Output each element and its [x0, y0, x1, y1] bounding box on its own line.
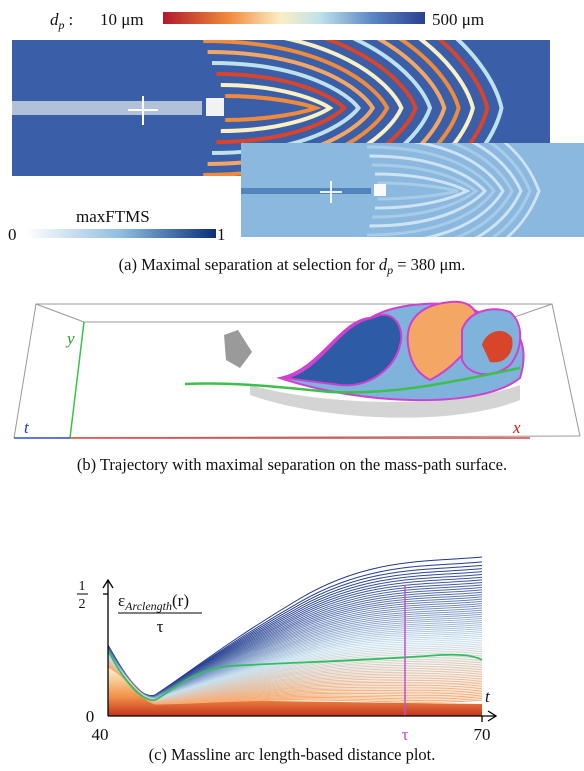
- colorbar-label: dp:: [50, 10, 73, 32]
- figure: dp: 10 μm 500 μm maxFTMS 0 1 (a) Maximal…: [0, 0, 584, 771]
- x-axis-label: t: [485, 687, 491, 706]
- inset-colorbar-min: 0: [8, 225, 17, 244]
- inset-colorbar: [26, 229, 216, 238]
- mass-path-surface: [185, 302, 524, 418]
- x-tick-left: 40: [92, 725, 109, 744]
- inset-colorbar-label: maxFTMS: [76, 207, 150, 226]
- marker-label: τ: [402, 725, 409, 744]
- inset-obstacle: [374, 184, 386, 196]
- y-tick-bottom: 0: [86, 707, 95, 726]
- caption-a: (a) Maximal separation at selection for …: [119, 255, 466, 277]
- y-label: εArclength(r): [118, 591, 189, 613]
- colorbar-min: 10 μm: [100, 10, 144, 29]
- caption-c: (c) Massline arc length-based distance p…: [149, 745, 436, 764]
- axis-t-label: t: [24, 418, 30, 437]
- y-tick-top-den: 2: [79, 597, 86, 612]
- caption-b: (b) Trajectory with maximal separation o…: [77, 455, 507, 474]
- axis-y-label: y: [65, 329, 75, 348]
- colorbar: [163, 12, 425, 24]
- inset-colorbar-max: 1: [217, 225, 226, 244]
- obstacle: [206, 98, 224, 116]
- axis-x-label: x: [512, 418, 521, 437]
- distance-curves: [108, 557, 482, 704]
- y-label-den: τ: [157, 617, 164, 636]
- colorbar-max: 500 μm: [432, 10, 484, 29]
- x-tick-right: 70: [474, 725, 491, 744]
- y-tick-top-num: 1: [79, 579, 86, 594]
